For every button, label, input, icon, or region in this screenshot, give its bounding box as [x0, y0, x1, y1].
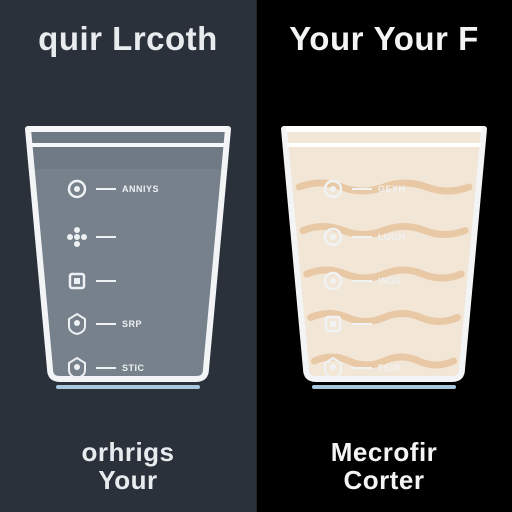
marker-tick [352, 188, 372, 190]
marker-row: LUGH [320, 224, 448, 250]
right-subtitle: Mecrofir Corter [331, 438, 438, 494]
panel-divider [256, 0, 257, 512]
panels: quir Lrcoth ANNIYS SRP STIC orhrigs Your … [0, 0, 512, 512]
square-icon [64, 268, 90, 294]
right-panel: Your Your F GEYH LUGH INDS FEIR Mecrofir Co… [256, 0, 512, 512]
title-word: Your [289, 22, 364, 57]
title-word: F [458, 22, 479, 57]
left-subtitle: orhrigs Your [81, 438, 174, 494]
subtitle-word: Corter [343, 465, 424, 495]
left-title: quir Lrcoth [38, 22, 218, 57]
left-cup-area: ANNIYS SRP STIC [14, 67, 242, 432]
square-icon [320, 311, 346, 337]
marker-label: FEIR [378, 363, 401, 373]
marker-row: STIC [64, 355, 192, 381]
marker-label: LUGH [378, 232, 406, 242]
subtitle-word: Mecrofir [331, 437, 438, 467]
left-markers: ANNIYS SRP STIC [64, 67, 192, 432]
subtitle-word: orhrigs [81, 437, 174, 467]
badge-icon [320, 355, 346, 381]
marker-row: GEYH [320, 176, 448, 202]
title-word: Lrcoth [112, 22, 218, 57]
ring-icon [320, 224, 346, 250]
marker-tick [96, 323, 116, 325]
subtitle-word: Your [98, 465, 157, 495]
title-word: Your [374, 22, 449, 57]
marker-label: ANNIYS [122, 184, 159, 194]
marker-row: FEIR [320, 355, 448, 381]
flower-icon [64, 224, 90, 250]
marker-row [64, 268, 192, 294]
right-markers: GEYH LUGH INDS FEIR [320, 67, 448, 432]
marker-tick [352, 367, 372, 369]
badge-icon [64, 355, 90, 381]
marker-label: INDS [378, 276, 402, 286]
badge-icon [64, 311, 90, 337]
marker-label: STIC [122, 363, 145, 373]
ring-icon [64, 176, 90, 202]
marker-row: INDS [320, 268, 448, 294]
marker-tick [96, 236, 116, 238]
marker-tick [96, 188, 116, 190]
marker-row: ANNIYS [64, 176, 192, 202]
marker-row [320, 311, 448, 337]
marker-row [64, 224, 192, 250]
marker-row: SRP [64, 311, 192, 337]
title-word: quir [38, 22, 102, 57]
right-cup-area: GEYH LUGH INDS FEIR [270, 67, 498, 432]
ring-icon [320, 176, 346, 202]
marker-tick [96, 367, 116, 369]
ring-icon [320, 268, 346, 294]
marker-label: SRP [122, 319, 142, 329]
marker-tick [352, 323, 372, 325]
right-title: Your Your F [289, 22, 478, 57]
marker-tick [352, 280, 372, 282]
marker-label: GEYH [378, 184, 406, 194]
marker-tick [96, 280, 116, 282]
left-panel: quir Lrcoth ANNIYS SRP STIC orhrigs Your [0, 0, 256, 512]
marker-tick [352, 236, 372, 238]
